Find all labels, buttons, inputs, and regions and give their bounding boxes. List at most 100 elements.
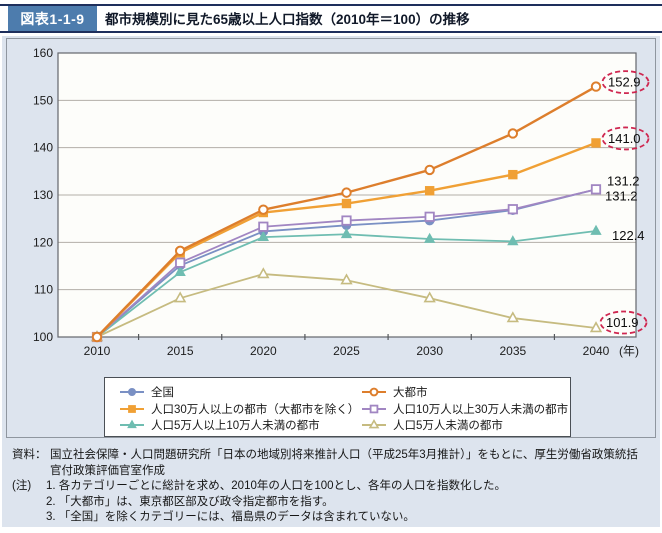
- data-point-city-50k-100k: [340, 228, 353, 239]
- series-city-under-50k: [90, 267, 603, 342]
- x-tick-label: 2010: [84, 344, 111, 358]
- y-tick-label: 110: [34, 283, 53, 297]
- y-tick-label: 140: [33, 141, 53, 155]
- legend-item-city-50k-100k: 人口5万人以上10万人未満の都市: [119, 417, 361, 434]
- data-point-city-50k-100k: [424, 232, 436, 243]
- data-point-city-100k-300k: [424, 211, 435, 222]
- end-label-city-300k-plus: 141.0: [608, 131, 641, 146]
- legend-label: 人口30万人以上の都市（大都市を除く）: [151, 403, 360, 416]
- data-point-daitoshi: [341, 187, 352, 198]
- legend-item-daitoshi: 大都市: [361, 384, 568, 401]
- data-point-city-300k-plus: [128, 404, 136, 413]
- source-text: 国立社会保障・人口問題研究所「日本の地域別将来推計人口（平成25年3月推計）」を…: [50, 448, 638, 479]
- legend-item-zenkoku: 全国: [119, 384, 361, 401]
- triangle-marker-icon: [120, 419, 144, 429]
- source-line: 官付政策評価官室作成: [50, 464, 165, 477]
- triangle-marker-icon: [362, 419, 386, 429]
- x-tick-label: 2040: [583, 344, 610, 358]
- data-point-daitoshi: [174, 245, 186, 257]
- end-label-zenkoku: 131.2: [607, 173, 640, 188]
- x-axis-unit: (年): [619, 344, 639, 358]
- data-point-city-300k-plus: [341, 198, 352, 209]
- data-point-city-100k-300k: [507, 204, 518, 215]
- y-tick-label: 120: [33, 235, 53, 249]
- data-point-city-100k-300k: [258, 221, 269, 232]
- y-tick-label: 130: [33, 188, 53, 202]
- x-tick-label: 2025: [333, 344, 360, 358]
- square-marker-icon: [120, 404, 144, 413]
- data-point-city-100k-300k: [369, 404, 379, 414]
- y-tick-label: 150: [33, 93, 53, 107]
- legend-grid: 全国 大都市人口30万人以上の都市（大都市を除く） 人口10万人以上30万人未満の都…: [119, 384, 568, 434]
- series-daitoshi: [91, 81, 602, 343]
- note-line: 2. 「大都市」は、東京都区部及び政令指定都市を指す。: [46, 495, 334, 508]
- figure-title: 都市規模別に見た65歳以上人口指数（2010年＝100）の推移: [105, 12, 470, 27]
- legend-item-city-under-50k: 人口5万人未満の都市: [361, 417, 568, 434]
- data-point-city-under-50k: [589, 321, 603, 333]
- x-tick-label: 2020: [250, 344, 277, 358]
- circle-marker-icon: [362, 387, 386, 397]
- annotation-ellipse-city-under-50k: [599, 310, 648, 335]
- data-point-city-300k-plus: [591, 138, 601, 148]
- notes-text: 1. 各カテゴリーごとに総計を求め、2010年の人口を100とし、各年の人口を指…: [46, 479, 506, 526]
- data-point-city-50k-100k: [257, 230, 269, 242]
- source-line: 国立社会保障・人口問題研究所「日本の地域別将来推計人口（平成25年3月推計）」を…: [50, 449, 638, 461]
- legend-label: 大都市: [393, 387, 428, 400]
- data-point-city-50k-100k: [127, 419, 137, 429]
- notes: (注) 1. 各カテゴリーごとに総計を求め、2010年の人口を100とし、各年の…: [12, 479, 658, 526]
- legend: 全国 大都市人口30万人以上の都市（大都市を除く） 人口10万人以上30万人未満の都…: [104, 377, 571, 437]
- data-point-city-50k-100k: [507, 235, 519, 246]
- source-note: 資料： 国立社会保障・人口問題研究所「日本の地域別将来推計人口（平成25年3月推…: [12, 448, 658, 479]
- data-point-city-100k-300k: [341, 215, 352, 226]
- legend-label: 人口10万人以上30万人未満の都市: [393, 403, 569, 416]
- end-label-city-100k-300k: 131.2: [605, 188, 638, 203]
- data-point-daitoshi: [507, 128, 519, 139]
- title-top-rule: [0, 4, 662, 6]
- data-point-city-50k-100k: [174, 265, 186, 277]
- data-point-daitoshi: [369, 387, 379, 397]
- legend-label: 全国: [151, 387, 174, 400]
- annotation-ellipse-daitoshi: [601, 70, 650, 95]
- footnotes: 資料： 国立社会保障・人口問題研究所「日本の地域別将来推計人口（平成25年3月推…: [12, 448, 658, 526]
- data-point-daitoshi: [91, 331, 103, 343]
- data-point-city-under-50k: [257, 267, 270, 279]
- x-tick-label: 2035: [499, 344, 526, 358]
- y-tick-label: 100: [33, 330, 53, 344]
- data-point-daitoshi: [258, 204, 269, 215]
- notes-label: (注): [12, 480, 32, 492]
- data-point-zenkoku: [128, 388, 137, 397]
- legend-item-city-100k-300k: 人口10万人以上30万人未満の都市: [361, 401, 568, 418]
- note-line: 3. 「全国」を除くカテゴリーには、福島県のデータは含まれていない。: [46, 511, 415, 523]
- source-label: 資料：: [12, 449, 47, 461]
- data-point-city-300k-plus: [508, 169, 518, 180]
- data-point-daitoshi: [590, 81, 602, 92]
- end-label-city-under-50k: 101.9: [606, 315, 639, 330]
- chart-panel: 100 110 120 130 140 150 160 2010 2015 2020 2025 203…: [6, 38, 656, 438]
- data-point-city-under-50k: [174, 291, 187, 303]
- legend-item-city-300k-plus: 人口30万人以上の都市（大都市を除く）: [119, 401, 361, 418]
- end-label-city-50k-100k: 122.4: [612, 228, 645, 243]
- population-index-line-chart: 100 110 120 130 140 150 160 2010 2015 2020 2025 203…: [33, 46, 650, 358]
- data-point-city-under-50k: [423, 291, 436, 303]
- circle-marker-icon: [120, 388, 144, 397]
- end-label-daitoshi: 152.9: [608, 75, 641, 90]
- data-point-city-50k-100k: [590, 224, 602, 235]
- plot-border: [57, 52, 637, 338]
- x-tick-label: 2015: [167, 344, 194, 358]
- data-point-city-100k-300k: [590, 184, 602, 195]
- x-tick-label: 2030: [416, 344, 443, 358]
- title-bottom-rule: [0, 31, 662, 33]
- legend-label: 人口5万人未満の都市: [393, 420, 503, 433]
- data-point-city-under-50k: [340, 273, 353, 285]
- data-point-city-under-50k: [368, 419, 380, 429]
- figure-number-badge: 図表1-1-9: [8, 6, 97, 31]
- note-line: 1. 各カテゴリーごとに総計を求め、2010年の人口を100とし、各年の人口を指…: [46, 480, 507, 492]
- annotation-ellipse-city-300k-plus: [601, 126, 650, 151]
- data-point-city-under-50k: [506, 311, 519, 323]
- y-tick-label: 160: [33, 46, 53, 60]
- data-point-city-300k-plus: [424, 186, 435, 196]
- legend-label: 人口5万人以上10万人未満の都市: [151, 420, 320, 433]
- square-marker-icon: [362, 404, 386, 414]
- data-point-daitoshi: [424, 164, 435, 176]
